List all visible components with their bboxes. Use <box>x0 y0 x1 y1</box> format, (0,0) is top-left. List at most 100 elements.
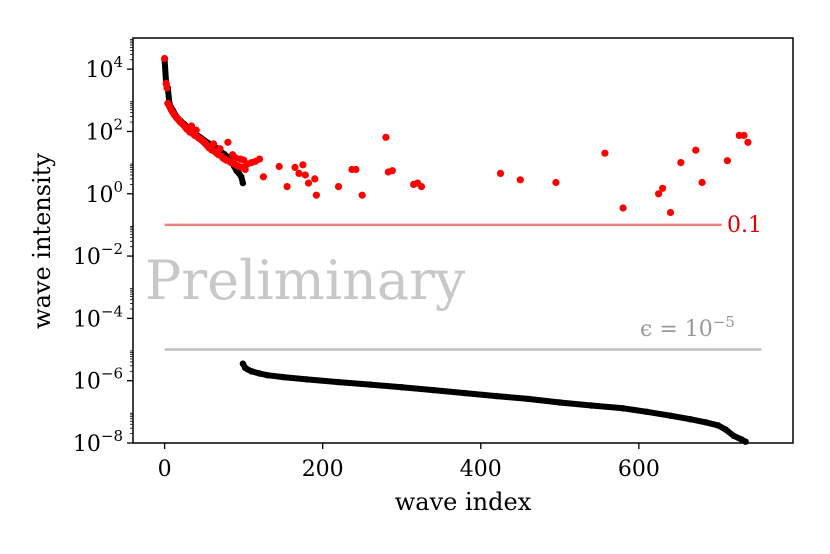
red-point-82 <box>655 190 663 198</box>
black-point-43 <box>619 405 627 412</box>
black-point-46 <box>687 416 694 423</box>
y-tick-exponent: −8 <box>101 427 123 445</box>
y-tick-label--4: 10−4 <box>73 302 123 332</box>
red-point-90 <box>740 131 748 139</box>
red-point-78 <box>516 176 524 184</box>
black-point-24 <box>238 173 245 180</box>
red-point-2 <box>163 84 171 92</box>
reference-lines <box>164 223 762 351</box>
red-point-61 <box>295 169 303 177</box>
black-point-42 <box>588 402 595 409</box>
black-point-47 <box>702 419 710 426</box>
epsilon-label: ϵ = 10−5 <box>640 313 735 342</box>
red-point-79 <box>552 178 560 187</box>
red-point-85 <box>677 159 685 167</box>
red-point-87 <box>698 178 706 187</box>
y-tick-exponent: 0 <box>113 178 123 196</box>
black-point-33 <box>303 376 311 383</box>
black-point-37 <box>430 386 437 394</box>
red-point-88 <box>723 157 732 165</box>
y-tick-label--8: 10−8 <box>73 427 123 457</box>
red-point-69 <box>352 165 360 174</box>
red-point-32 <box>210 140 218 148</box>
red-point-52 <box>241 165 249 174</box>
red-point-76 <box>417 183 426 191</box>
red-point-65 <box>311 175 319 183</box>
y-tick-label--6: 10−6 <box>73 365 123 395</box>
y-tick-base: 10 <box>85 120 113 145</box>
black-point-39 <box>493 392 500 400</box>
red-point-80 <box>601 149 609 157</box>
red-point-83 <box>659 184 667 192</box>
black-point-25 <box>239 179 247 187</box>
y-tick-base: 10 <box>85 58 113 83</box>
plot-frame <box>132 37 794 444</box>
y-tick-base: 10 <box>73 307 101 332</box>
y-tick-label-4: 104 <box>85 53 123 83</box>
black-point-44 <box>643 408 650 415</box>
black-point-36 <box>398 384 405 391</box>
red-point-73 <box>388 167 396 175</box>
red-point-77 <box>496 169 505 177</box>
red-point-66 <box>312 191 320 199</box>
red-point-67 <box>334 183 343 191</box>
red-point-91 <box>744 138 752 146</box>
black-point-50 <box>730 432 737 439</box>
red-point-71 <box>382 133 390 141</box>
black-point-45 <box>667 412 674 419</box>
black-point-52 <box>742 438 749 445</box>
series-red <box>161 54 752 217</box>
x-tick-label-0: 0 <box>158 457 172 482</box>
x-tick-label-600: 600 <box>618 457 660 482</box>
y-tick-exponent: −6 <box>101 365 123 383</box>
x-axis-label: wave index <box>395 488 532 516</box>
red-point-59 <box>283 183 291 191</box>
black-point-35 <box>366 381 374 388</box>
y-tick-exponent: 4 <box>113 53 123 71</box>
threshold-label: 0.1 <box>727 213 762 238</box>
black-point-49 <box>722 426 729 433</box>
red-point-63 <box>301 171 309 179</box>
y-tick-label--2: 10−2 <box>73 240 123 270</box>
red-point-0 <box>161 54 169 63</box>
epsilon-label-base: ϵ = 10 <box>640 317 713 342</box>
y-tick-label-0: 100 <box>85 178 123 208</box>
black-point-40 <box>525 395 532 403</box>
y-tick-exponent: −4 <box>101 302 123 320</box>
red-point-57 <box>259 173 267 181</box>
red-point-56 <box>255 155 264 163</box>
x-tick-label-200: 200 <box>302 457 344 482</box>
y-tick-base: 10 <box>85 183 113 208</box>
y-tick-exponent: −2 <box>101 240 123 258</box>
red-point-70 <box>358 191 366 199</box>
watermark: Preliminary <box>145 249 466 312</box>
black-point-30 <box>256 370 263 377</box>
red-point-58 <box>275 162 283 171</box>
y-tick-base: 10 <box>73 245 101 270</box>
y-tick-exponent: 2 <box>113 115 123 133</box>
black-point-29 <box>248 368 255 375</box>
y-tick-base: 10 <box>73 432 101 457</box>
red-point-84 <box>666 208 675 217</box>
epsilon-label-exponent: −5 <box>713 313 735 331</box>
red-point-60 <box>291 163 299 171</box>
red-point-86 <box>692 146 700 154</box>
red-point-36 <box>216 145 224 153</box>
red-point-18 <box>187 122 196 130</box>
black-point-32 <box>280 373 287 381</box>
black-point-48 <box>714 422 722 429</box>
black-point-41 <box>556 399 563 406</box>
y-axis-label: wave intensity <box>28 153 56 329</box>
x-axis-ticks: 0 200 400 600 <box>158 443 660 482</box>
x-tick-label-400: 400 <box>460 457 502 482</box>
red-point-41 <box>224 138 232 146</box>
red-point-64 <box>304 179 313 187</box>
y-tick-base: 10 <box>73 370 101 395</box>
red-point-21 <box>192 126 200 134</box>
red-point-62 <box>299 161 307 169</box>
y-tick-label-2: 102 <box>85 115 123 145</box>
black-point-38 <box>461 389 469 397</box>
